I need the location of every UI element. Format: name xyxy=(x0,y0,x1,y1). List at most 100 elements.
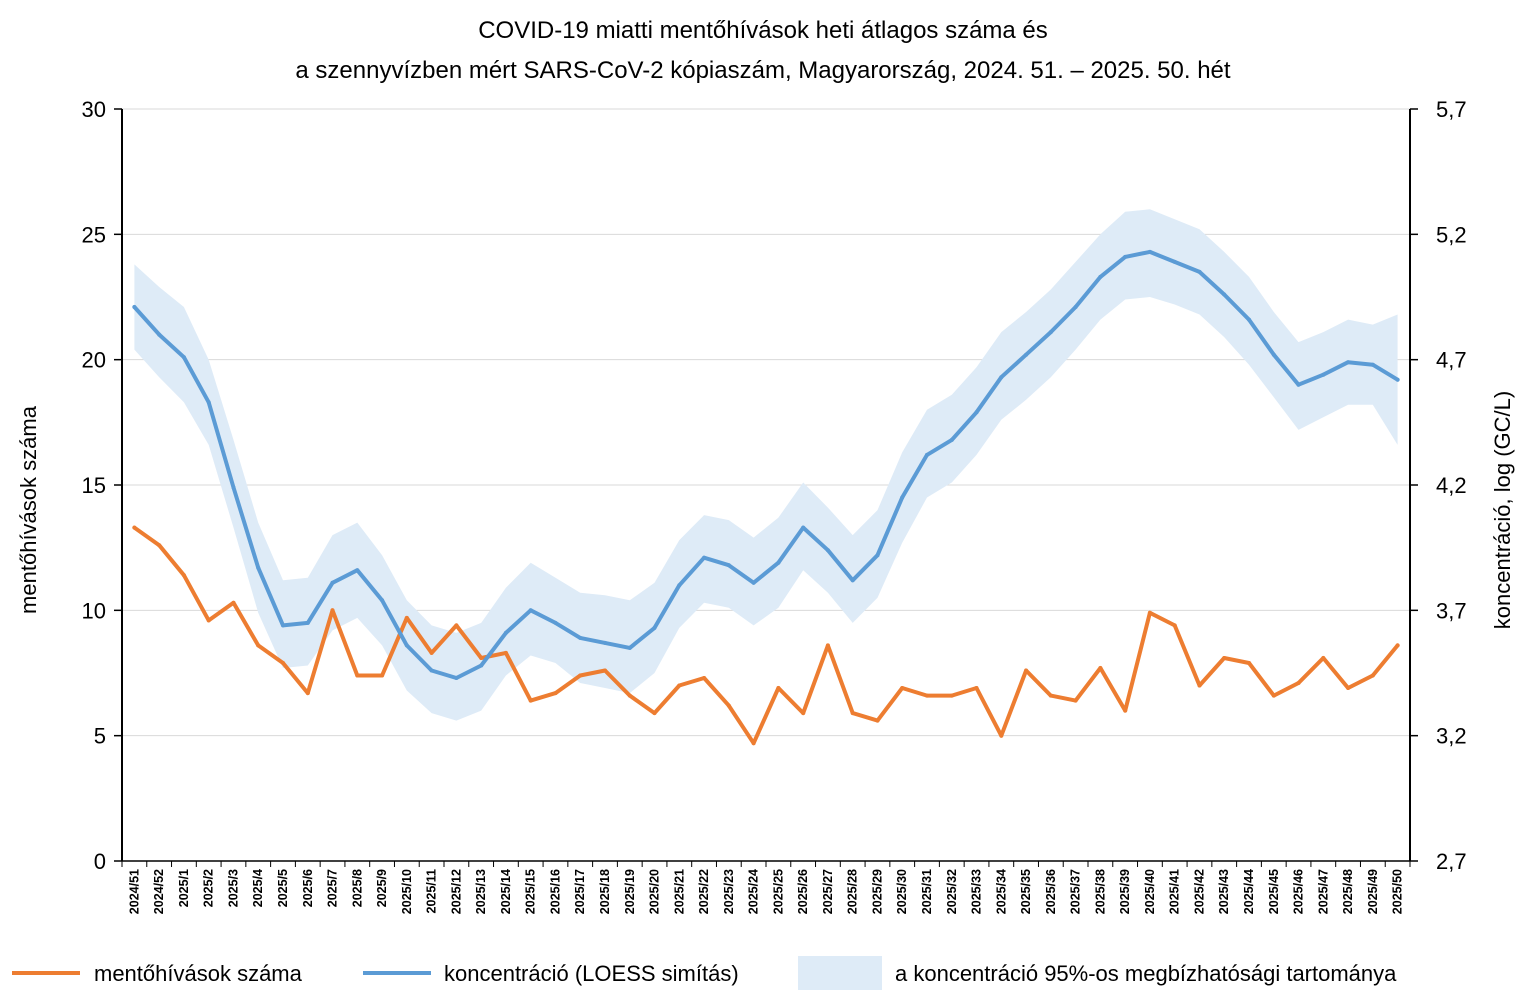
legend-label-concentration: koncentráció (LOESS simítás) xyxy=(444,961,739,986)
y-axis-ticks: 0 5 10 15 20 25 30 xyxy=(82,97,122,874)
y-tick-label: 0 xyxy=(94,849,106,874)
x-tick-label: 2025/36 xyxy=(1044,869,1058,914)
series-1-point xyxy=(949,437,954,442)
series-0-point xyxy=(479,656,484,660)
series-0-point xyxy=(801,711,806,716)
series-1-point xyxy=(1395,377,1400,382)
y2-tick-label: 3,7 xyxy=(1436,598,1467,623)
series-0-point xyxy=(850,711,855,716)
series-0-point xyxy=(1048,693,1053,698)
x-tick-label: 2025/23 xyxy=(722,869,736,914)
series-0-point xyxy=(404,615,409,620)
series-0-point xyxy=(627,693,632,698)
x-tick-label: 2025/31 xyxy=(920,869,934,914)
x-tick-label: 2025/16 xyxy=(549,869,563,914)
series-1-point xyxy=(1370,362,1375,367)
series-0-point xyxy=(751,741,756,746)
x-tick-label: 2025/19 xyxy=(623,869,637,914)
x-tick-label: 2025/47 xyxy=(1316,869,1330,914)
series-0-point xyxy=(999,733,1004,738)
series-layer xyxy=(132,249,1400,746)
confidence-band xyxy=(134,209,1398,721)
x-tick-label: 2025/22 xyxy=(697,869,711,914)
series-0-point xyxy=(1172,623,1177,628)
x-tick-label: 2025/39 xyxy=(1118,869,1132,914)
series-1-point xyxy=(1073,305,1078,309)
y-axis-title: mentőhívások száma xyxy=(16,405,41,614)
x-tick-label: 2025/49 xyxy=(1366,869,1380,914)
series-0-point xyxy=(776,686,781,690)
x-tick-label: 2025/38 xyxy=(1093,869,1107,914)
series-1-point xyxy=(256,565,261,570)
series-1-point xyxy=(281,623,285,628)
series-1-point xyxy=(900,495,905,500)
y2-axis-ticks: 2,7 3,2 3,7 4,2 4,7 5,2 5,7 xyxy=(1410,97,1467,874)
x-tick-label: 2025/1 xyxy=(177,869,191,907)
series-0-point xyxy=(281,661,285,665)
series-0-point xyxy=(1197,683,1202,688)
x-tick-label: 2025/15 xyxy=(524,869,538,914)
x-tick-label: 2025/14 xyxy=(499,869,513,914)
series-0-point xyxy=(206,618,211,623)
x-tick-label: 2025/26 xyxy=(796,869,810,914)
x-tick-label: 2025/29 xyxy=(871,869,885,914)
x-tick-label: 2025/9 xyxy=(375,869,389,907)
legend-label-calls: mentőhívások száma xyxy=(94,961,303,986)
series-0-point xyxy=(1271,693,1276,698)
chart-title-line-2: a szennyvízben mért SARS-CoV-2 kópiaszám… xyxy=(295,57,1231,84)
x-tick-label: 2025/13 xyxy=(474,869,488,914)
y-tick-label: 15 xyxy=(82,473,106,498)
x-tick-label: 2025/40 xyxy=(1143,869,1157,914)
y-tick-label: 25 xyxy=(82,222,106,247)
series-1-point xyxy=(1271,352,1276,357)
series-0-point xyxy=(974,686,979,690)
x-tick-label: 2025/21 xyxy=(672,869,686,914)
x-tick-label: 2025/27 xyxy=(821,869,835,914)
series-0-point xyxy=(330,608,335,613)
series-0-point xyxy=(157,543,162,548)
series-1-point xyxy=(1222,292,1227,297)
x-tick-label: 2025/12 xyxy=(449,869,463,914)
series-1-point xyxy=(925,452,929,457)
series-0-point xyxy=(702,676,707,680)
legend-swatch-band xyxy=(798,956,882,990)
series-1-point xyxy=(999,375,1004,380)
series-1-point xyxy=(1098,274,1103,279)
series-1-point xyxy=(1247,317,1251,322)
series-1-point xyxy=(578,635,583,640)
x-tick-label: 2025/5 xyxy=(276,869,290,907)
x-tick-label: 2025/45 xyxy=(1267,869,1281,914)
x-tick-label: 2025/18 xyxy=(598,869,612,914)
series-0-point xyxy=(429,650,434,655)
series-0-point xyxy=(825,643,830,648)
series-1-point xyxy=(751,580,756,585)
legend-label-band: a koncentráció 95%-os megbízhatósági tar… xyxy=(895,961,1397,986)
series-0-point xyxy=(726,703,731,708)
x-tick-label: 2024/52 xyxy=(152,869,166,914)
series-0-point xyxy=(677,683,682,688)
series-0-point xyxy=(1370,673,1375,678)
series-0-point xyxy=(1098,666,1103,670)
series-1-point xyxy=(1346,360,1351,365)
x-tick-label: 2025/32 xyxy=(945,869,959,914)
series-1-point xyxy=(1321,372,1326,377)
series-1-point xyxy=(702,555,707,560)
y-tick-label: 5 xyxy=(94,724,106,749)
x-tick-label: 2025/6 xyxy=(301,869,315,907)
y2-tick-label: 4,2 xyxy=(1436,473,1467,498)
series-0-point xyxy=(355,673,360,678)
series-0-point xyxy=(231,600,236,605)
series-0-point xyxy=(1321,656,1326,660)
series-1-point xyxy=(652,625,657,630)
series-1-point xyxy=(1123,254,1128,259)
series-0-point xyxy=(925,693,929,698)
x-tick-label: 2025/10 xyxy=(400,869,414,914)
series-line-0 xyxy=(132,525,1400,746)
x-tick-label: 2025/48 xyxy=(1341,869,1355,914)
y2-tick-label: 4,7 xyxy=(1436,348,1467,373)
series-0-point xyxy=(1395,643,1400,648)
series-1-point xyxy=(503,630,508,635)
series-1-point xyxy=(157,332,162,337)
series-1-point xyxy=(206,400,211,405)
